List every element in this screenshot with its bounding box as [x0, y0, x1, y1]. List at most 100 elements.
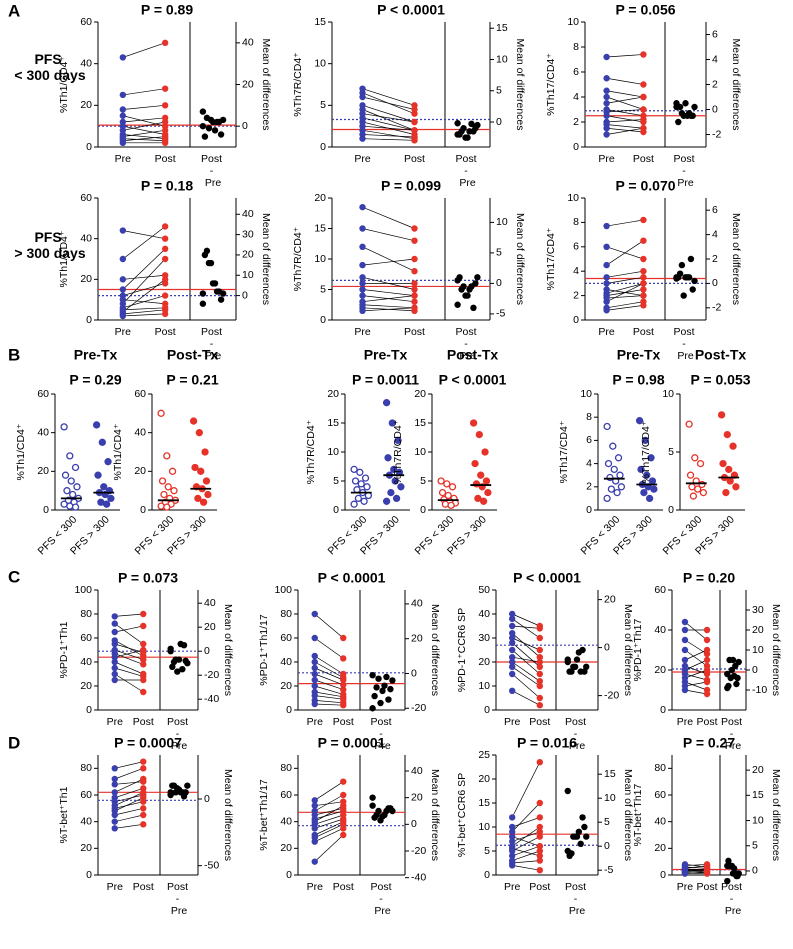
pair-line [122, 121, 166, 131]
difference-point [373, 684, 380, 691]
post-point [703, 636, 711, 644]
pre-point [603, 93, 610, 101]
point [350, 500, 358, 508]
point [722, 488, 730, 497]
point [609, 442, 617, 450]
y2-tick-label: 0 [604, 641, 610, 653]
difference-point [725, 857, 732, 865]
pair-line [122, 138, 166, 142]
chart-title: Post-Tx [447, 347, 499, 363]
pair-line [362, 138, 415, 141]
pair-line [314, 637, 344, 659]
point [164, 483, 172, 491]
y-tick-label: 15 [327, 417, 339, 429]
y-axis-label: %Th1/CD4⁺ [15, 423, 27, 480]
post-point [536, 823, 543, 831]
difference-point [201, 133, 209, 140]
post-point [411, 298, 418, 305]
pre-point [603, 53, 610, 61]
chart-title: P = 0.016 [517, 735, 577, 751]
point [397, 483, 405, 491]
point [391, 477, 399, 485]
pre-point [681, 636, 689, 644]
y-tick-label: 60 [280, 789, 292, 801]
pair-line [684, 681, 708, 687]
pair-line [114, 781, 144, 785]
pair-line [362, 113, 415, 123]
point [170, 487, 178, 495]
y-tick-label: 20 [134, 465, 146, 477]
y-tick-label: 0 [660, 704, 666, 716]
difference-point [687, 255, 695, 263]
chart-title: Pre-Tx [617, 347, 661, 363]
y-tick-label: 20 [80, 842, 92, 854]
point [204, 490, 212, 499]
y-tick-label: 60 [280, 632, 292, 644]
pair-line [606, 295, 644, 299]
pair-line [122, 129, 166, 137]
y-tick-label: 2 [573, 289, 579, 301]
difference-point [570, 663, 577, 670]
post-point [536, 867, 543, 874]
point [92, 421, 101, 429]
point [686, 471, 695, 479]
pair-line [314, 700, 344, 704]
difference-point [583, 833, 590, 840]
pre-point [359, 307, 366, 315]
point [98, 438, 106, 446]
post-point [703, 869, 711, 876]
post-point [411, 286, 418, 293]
point [71, 503, 80, 511]
y-tick-label: 20 [654, 664, 666, 676]
chart-title: P = 0.89 [141, 2, 194, 18]
post-point [340, 681, 347, 688]
difference-point [678, 261, 686, 269]
point [157, 502, 165, 510]
post-point [161, 235, 169, 242]
x-tick-label: Post - Pre [565, 881, 589, 917]
x-tick-label: Pre [677, 881, 694, 893]
pair-line [512, 690, 540, 706]
difference-point [685, 274, 693, 281]
chart-title: P < 0.0001 [513, 570, 581, 586]
point [650, 485, 658, 493]
pre-point [509, 622, 516, 630]
y-tick-label: 60 [80, 632, 92, 644]
y2-axis-label: Mean of differences [222, 604, 234, 696]
pair-line [114, 792, 144, 806]
y2-tick-label: 2 [712, 253, 718, 265]
point [443, 480, 451, 488]
post-point [161, 102, 169, 109]
pair-line [314, 685, 344, 695]
difference-point [383, 673, 390, 681]
y2-tick-label: 20 [604, 593, 616, 605]
chart-title: Post-Tx [695, 347, 747, 363]
pair-line [362, 96, 415, 110]
pair-line [684, 863, 708, 868]
pair-line [114, 794, 144, 803]
pair-line [122, 226, 166, 260]
pre-point [119, 54, 127, 61]
post-point [411, 255, 418, 263]
point [384, 454, 392, 462]
y2-axis-label: Mean of differences [770, 769, 782, 861]
pre-point [509, 862, 516, 869]
difference-point [217, 131, 225, 138]
y2-tick-label: 20 [242, 249, 254, 261]
point [168, 467, 177, 475]
point [614, 454, 623, 462]
post-point [140, 610, 147, 618]
difference-point [219, 290, 227, 297]
pre-point [311, 802, 318, 809]
post-point [536, 658, 543, 666]
post-point [640, 237, 647, 244]
difference-point [685, 110, 693, 117]
pre-point [509, 823, 516, 831]
pair-line [314, 613, 344, 639]
y2-tick-label: -20 [411, 702, 426, 714]
difference-point [675, 118, 682, 126]
point [603, 422, 611, 431]
difference-point [724, 877, 731, 885]
point [732, 483, 740, 491]
pre-point [311, 652, 318, 660]
